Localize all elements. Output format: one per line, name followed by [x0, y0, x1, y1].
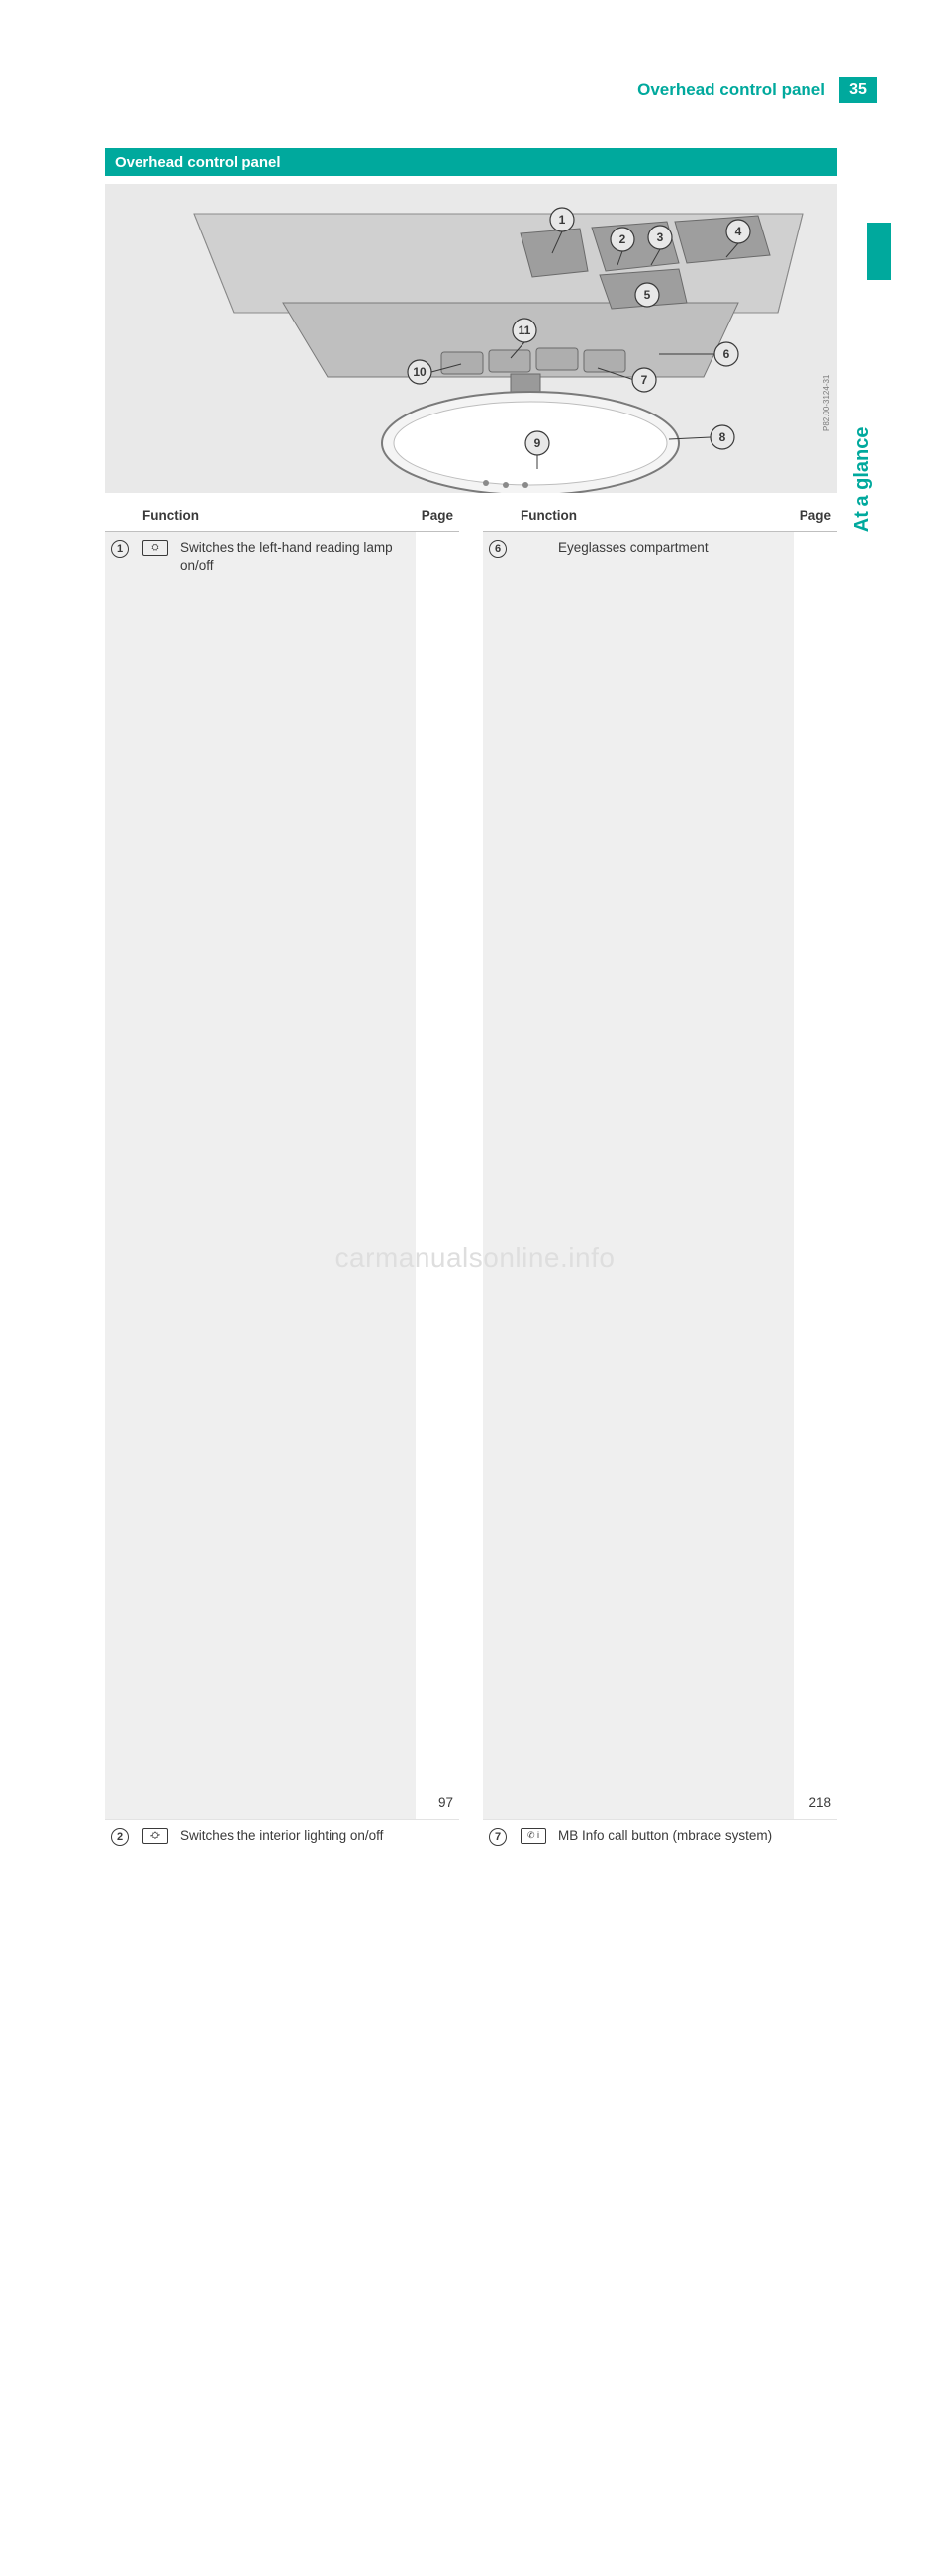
row-number: 2: [105, 1820, 137, 2576]
page: Overhead control panel 35 At a glance Ov…: [0, 0, 950, 1288]
callout-number: 10: [413, 365, 427, 379]
table-header-blank: [483, 503, 515, 532]
row-description: MB Info call button (mbrace system): [552, 1820, 794, 2576]
header-title: Overhead control panel: [637, 80, 825, 100]
section-heading-bar: Overhead control panel: [105, 148, 837, 176]
page-header: Overhead control panel 35: [637, 77, 877, 103]
table-header-blank: [105, 503, 137, 532]
callout-number: 2: [619, 232, 626, 246]
row-description: Eyeglasses compartment: [552, 532, 794, 1820]
overhead-panel-diagram: 1 2 3 4 5 6 7 8 9 10 11 P82.00-3124-31: [105, 184, 837, 493]
table-row: 6Eyeglasses compartment218: [483, 532, 837, 1820]
diagram-svg: 1 2 3 4 5 6 7 8 9 10 11 P82.00-3124-31: [105, 184, 837, 493]
row-page-ref: 97: [416, 532, 459, 1820]
table-row: 1⛭ Switches the left-hand reading lamp o…: [105, 532, 459, 1820]
callout-number: 6: [723, 347, 730, 361]
section-heading-text: Overhead control panel: [115, 154, 281, 171]
side-section-label: At a glance: [852, 427, 875, 533]
row-description: Switches the interior lighting on/off: [174, 1820, 416, 2576]
row-number: 6: [483, 532, 515, 1820]
row-icon: ⛭: [137, 532, 174, 1820]
table-header-function: Function: [137, 503, 416, 532]
row-page-ref: 218: [794, 532, 837, 1820]
row-description: Switches the left-hand reading lamp on/o…: [174, 532, 416, 1820]
callout-number: 4: [735, 225, 742, 238]
page-number: 35: [839, 77, 877, 103]
row-number: 7: [483, 1820, 515, 2576]
left-function-table: Function Page 1⛭ Switches the left-hand …: [105, 503, 459, 2576]
callout-number: 5: [644, 288, 651, 302]
left-table-column: Function Page 1⛭ Switches the left-hand …: [105, 503, 459, 2576]
row-number: 1: [105, 532, 137, 1820]
row-icon: ✆ i: [515, 1820, 552, 2576]
right-table-column: Function Page 6Eyeglasses compartment218…: [483, 503, 837, 2576]
table-header-function: Function: [515, 503, 794, 532]
callout-number: 3: [657, 230, 664, 244]
watermark: carmanualsonline.info: [0, 1242, 950, 1274]
function-tables: Function Page 1⛭ Switches the left-hand …: [105, 503, 837, 2576]
diagram-code: P82.00-3124-31: [822, 374, 831, 431]
row-page-ref: 97: [416, 1820, 459, 2576]
row-icon: [515, 532, 552, 1820]
callout-number: 11: [519, 323, 531, 337]
row-icon: ⛮: [137, 1820, 174, 2576]
table-row: 7✆ i MB Info call button (mbrace system)…: [483, 1820, 837, 2576]
callout-number: 8: [719, 430, 726, 444]
callout-number: 1: [559, 213, 566, 227]
row-page-ref: 224: [794, 1820, 837, 2576]
callout-number: 7: [641, 373, 648, 387]
table-row: 2⛮ Switches the interior lighting on/off…: [105, 1820, 459, 2576]
table-header-page: Page: [794, 503, 837, 532]
callout-number: 9: [534, 436, 541, 450]
side-tab: [867, 223, 891, 280]
right-function-table: Function Page 6Eyeglasses compartment218…: [483, 503, 837, 2576]
table-header-page: Page: [416, 503, 459, 532]
